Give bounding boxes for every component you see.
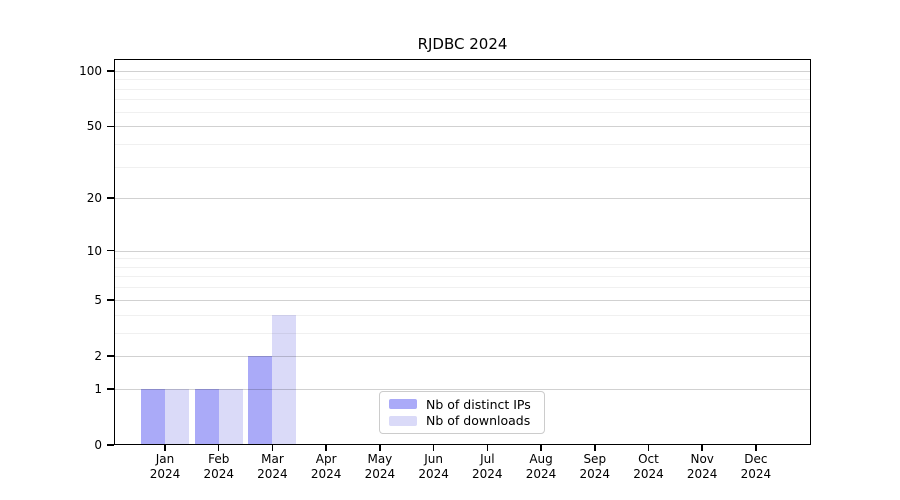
bar-distinct-ips xyxy=(248,355,273,445)
gridline-major xyxy=(114,355,811,357)
gridline-minor xyxy=(114,143,811,145)
y-axis-tick xyxy=(107,444,114,446)
bar-downloads xyxy=(218,388,243,445)
gridline-minor xyxy=(114,314,811,316)
y-axis-tick xyxy=(107,299,114,301)
x-axis-tick xyxy=(325,445,327,451)
gridline-minor xyxy=(114,99,811,101)
x-label-year: 2024 xyxy=(525,467,557,481)
legend-item-downloads: Nb of downloads xyxy=(389,413,535,428)
x-axis-tick-label: Apr 2024 xyxy=(294,452,358,482)
chart-title: RJDBC 2024 xyxy=(417,35,508,53)
bar-downloads xyxy=(272,314,297,445)
x-axis-tick xyxy=(432,445,435,451)
bar-distinct-ips xyxy=(141,388,165,445)
x-label-year: 2024 xyxy=(740,467,772,481)
y-axis-tick-label: 100 xyxy=(79,63,102,78)
x-axis-tick-label: Mar 2024 xyxy=(240,452,304,482)
x-axis-tick-label: Jan 2024 xyxy=(133,452,197,482)
legend-label-distinct-ips: Nb of distinct IPs xyxy=(426,396,531,412)
legend-swatch-downloads xyxy=(389,415,417,426)
gridline-major xyxy=(114,70,811,72)
y-axis-tick-label: 0 xyxy=(94,438,102,452)
x-axis-tick xyxy=(540,445,542,451)
gridline-major xyxy=(114,126,811,128)
x-axis-tick xyxy=(217,445,220,451)
x-label-month: Feb xyxy=(208,452,230,466)
x-label-year: 2024 xyxy=(633,467,664,481)
y-axis-tick-label: 50 xyxy=(86,119,102,134)
x-label-year: 2024 xyxy=(472,467,503,481)
x-label-year: 2024 xyxy=(310,467,342,481)
x-label-month: Jul xyxy=(480,452,495,466)
legend: Nb of distinct IPs Nb of downloads xyxy=(379,391,545,434)
y-axis-tick xyxy=(107,249,114,252)
x-label-month: Jun xyxy=(424,452,443,466)
x-label-month: Oct xyxy=(638,452,659,466)
gridline-major xyxy=(114,388,811,390)
x-axis-tick-label: Jun 2024 xyxy=(402,452,466,482)
x-label-month: Sep xyxy=(583,452,607,466)
x-label-year: 2024 xyxy=(257,467,288,481)
x-axis-tick-label: Aug 2024 xyxy=(509,452,573,482)
legend-item-distinct-ips: Nb of distinct IPs xyxy=(389,397,535,412)
x-label-year: 2024 xyxy=(686,467,718,481)
y-axis-tick-label: 2 xyxy=(94,348,102,363)
y-axis-tick xyxy=(107,355,114,357)
x-label-month: May xyxy=(367,452,393,466)
gridline-major xyxy=(114,198,811,200)
x-label-year: 2024 xyxy=(579,467,611,481)
x-axis-tick-label: Oct 2024 xyxy=(616,452,680,482)
gridline-minor xyxy=(114,79,811,81)
gridline-minor xyxy=(114,287,811,289)
x-label-month: Apr xyxy=(315,452,337,466)
y-axis-tick-label: 10 xyxy=(86,243,102,258)
gridline-minor xyxy=(114,332,811,334)
gridline-minor xyxy=(114,88,811,90)
gridline-minor xyxy=(114,276,811,278)
x-axis-tick-label: Dec 2024 xyxy=(724,452,788,482)
x-axis-tick xyxy=(164,445,166,451)
x-label-year: 2024 xyxy=(203,467,234,481)
x-axis-tick xyxy=(486,445,489,451)
x-label-month: Nov xyxy=(690,452,714,466)
bar-distinct-ips xyxy=(194,388,219,445)
x-label-month: Jan xyxy=(155,452,175,466)
x-label-year: 2024 xyxy=(149,467,181,481)
x-axis-tick xyxy=(379,445,381,451)
x-axis-tick-label: Feb 2024 xyxy=(187,452,251,482)
plot-area xyxy=(114,59,811,445)
y-axis-tick-label: 5 xyxy=(94,292,102,307)
y-axis-tick-label: 1 xyxy=(94,381,102,396)
y-axis-tick xyxy=(107,388,114,390)
x-axis-tick xyxy=(271,445,274,451)
y-axis-tick xyxy=(107,70,114,72)
x-label-year: 2024 xyxy=(364,467,396,481)
bar-downloads xyxy=(165,388,189,445)
gridline-major xyxy=(114,299,811,301)
x-axis-tick xyxy=(647,445,650,451)
legend-label-downloads: Nb of downloads xyxy=(426,413,531,429)
y-axis-tick xyxy=(107,197,114,199)
y-axis-tick-label: 20 xyxy=(86,191,102,206)
x-axis-tick-label: Jul 2024 xyxy=(455,452,519,482)
gridline-minor xyxy=(114,111,811,113)
gridline-minor xyxy=(114,166,811,168)
gridline-minor xyxy=(114,258,811,260)
gridline-major xyxy=(114,250,811,252)
x-axis-tick-label: Sep 2024 xyxy=(563,452,627,482)
x-axis-tick-label: May 2024 xyxy=(348,452,412,482)
x-axis-tick xyxy=(594,445,596,451)
x-label-month: Aug xyxy=(529,452,553,466)
gridline-minor xyxy=(114,266,811,268)
x-label-month: Dec xyxy=(744,452,768,466)
legend-swatch-distinct-ips xyxy=(389,399,417,410)
x-axis-tick xyxy=(701,445,703,451)
x-axis-tick xyxy=(755,445,757,451)
y-axis-tick xyxy=(107,125,114,128)
x-label-month: Mar xyxy=(261,452,284,466)
x-axis-tick-label: Nov 2024 xyxy=(670,452,734,482)
x-label-year: 2024 xyxy=(418,467,449,481)
